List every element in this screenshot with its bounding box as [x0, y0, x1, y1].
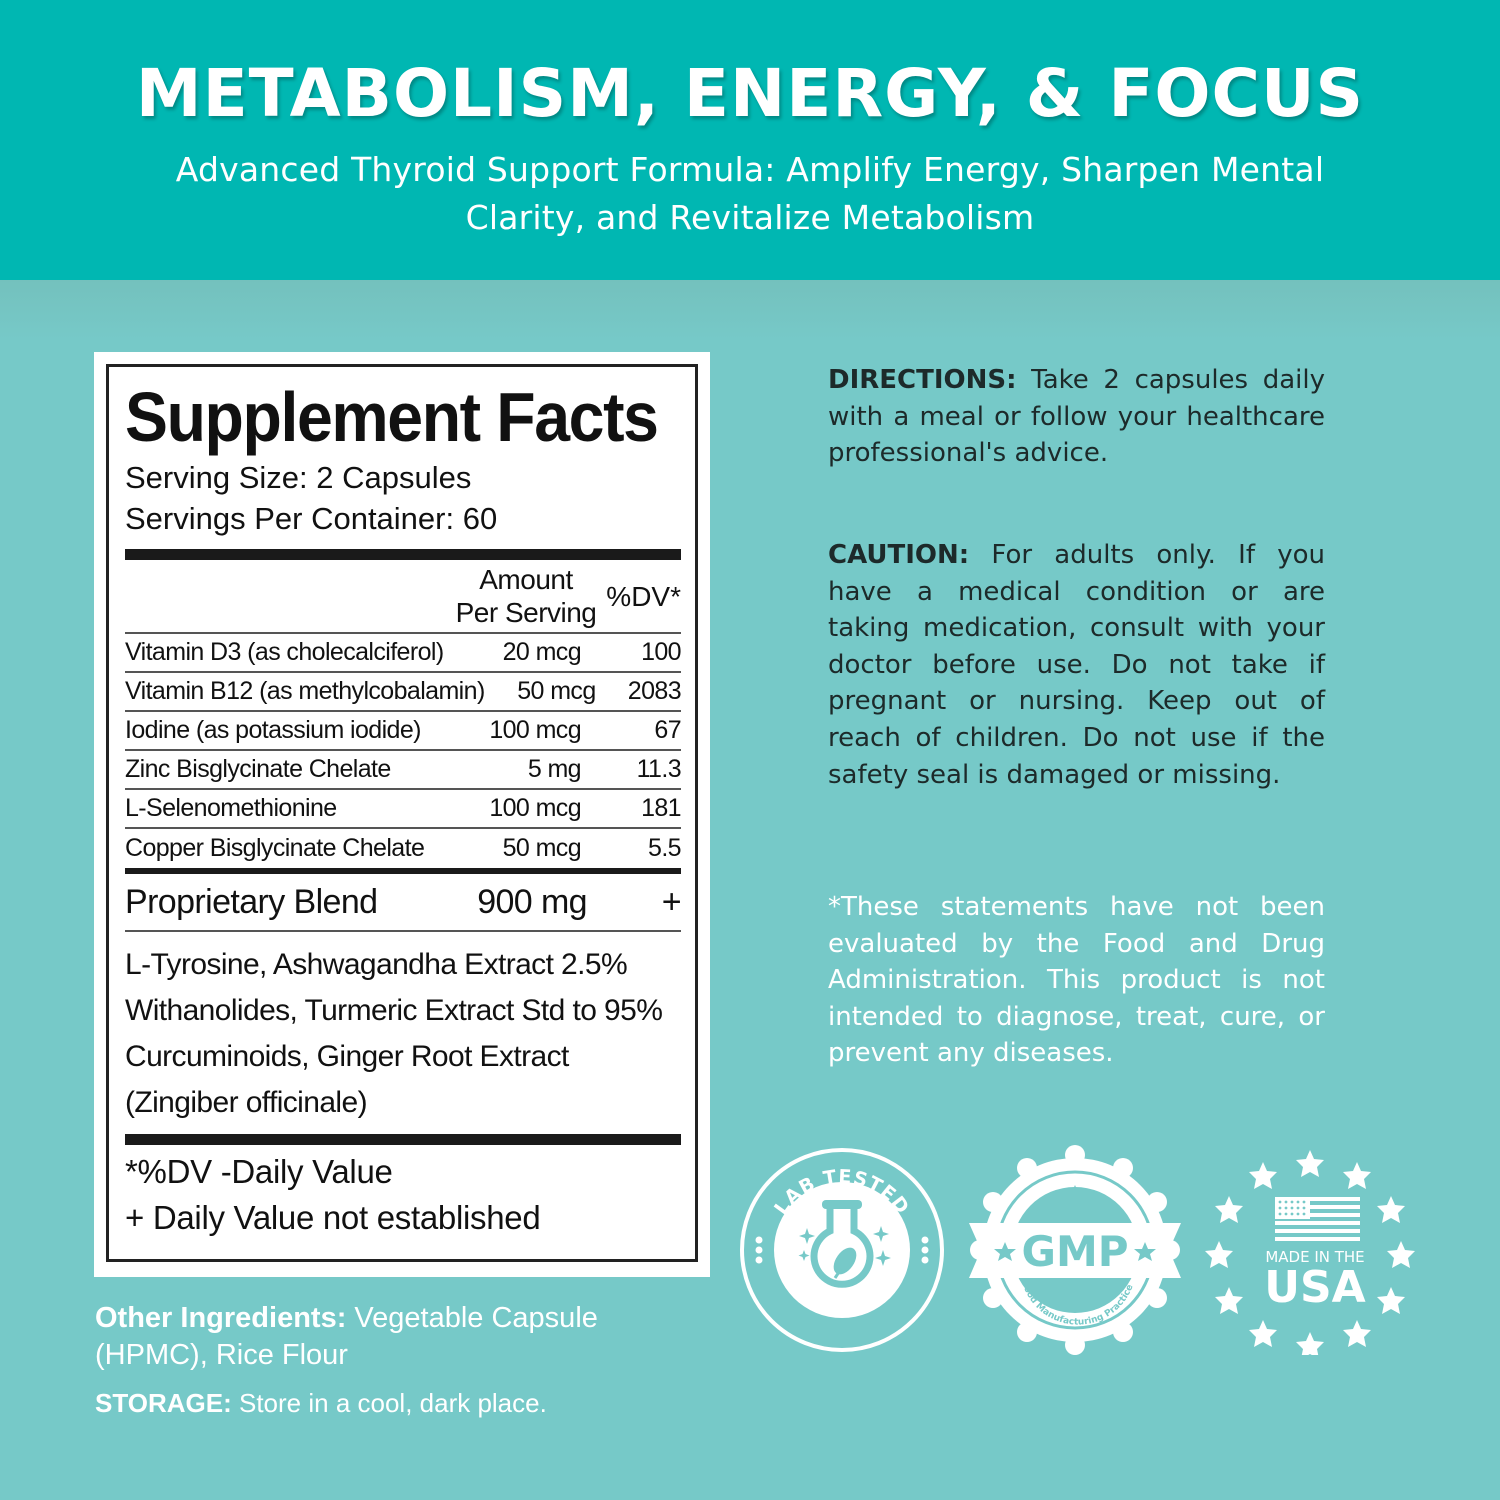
proprietary-blend-row: Proprietary Blend 900 mg +: [125, 874, 682, 932]
table-row: Vitamin D3 (as cholecalciferol) 20 mcg 1…: [125, 634, 682, 673]
footnote-dv: *%DV -Daily Value: [125, 1153, 393, 1190]
nutrient-name: Zinc Bisglycinate Chelate: [125, 755, 391, 783]
dv-header: %DV*: [606, 580, 681, 612]
servings-per-container: Servings Per Container: 60: [125, 501, 498, 536]
directions-section: DIRECTIONS: Take 2 capsules daily with a…: [828, 362, 1325, 472]
table-row: Copper Bisglycinate Chelate 50 mcg 5.5: [125, 829, 682, 868]
flask-leaf-icon: LAB TESTED LAB TESTED: [740, 1148, 944, 1352]
nutrient-dv: 2083: [627, 677, 682, 705]
supplement-facts-panel: Supplement Facts Serving Size: 2 Capsule…: [94, 352, 710, 1277]
caution-label: CAUTION:: [828, 540, 970, 570]
other-ingredients-label: Other Ingredients:: [95, 1302, 347, 1334]
nutrient-amount: 50 mcg: [502, 834, 582, 862]
lab-tested-badge: LAB TESTED LAB TESTED: [737, 1145, 947, 1355]
storage-label: STORAGE:: [95, 1388, 232, 1418]
made-in-usa-badge: MADE IN THE USA: [1205, 1145, 1415, 1359]
nutrient-amount: 50 mcg: [517, 677, 596, 705]
directions-label: DIRECTIONS:: [828, 365, 1017, 395]
nutrient-amount: 100 mcg: [489, 716, 581, 744]
storage-text: Store in a cool, dark place.: [231, 1388, 547, 1418]
column-headers: Amount Per Serving %DV*: [125, 560, 681, 634]
blend-dv: +: [661, 882, 682, 921]
nutrient-name: Copper Bisglycinate Chelate: [125, 834, 425, 862]
divider-thick: [125, 549, 681, 560]
header-shadow-band: [0, 280, 1500, 340]
blend-amount: 900 mg: [477, 882, 587, 921]
footnotes: *%DV -Daily Value + Daily Value not esta…: [125, 1145, 681, 1241]
divider-medium: [125, 868, 681, 874]
blend-name: Proprietary Blend: [125, 882, 378, 921]
nutrient-dv: 67: [654, 716, 681, 744]
nutrient-name: Iodine (as potassium iodide): [125, 716, 421, 744]
amount-header-line2: Per Serving: [455, 597, 597, 628]
header-banner: METABOLISM, ENERGY, & FOCUS Advanced Thy…: [0, 0, 1500, 280]
nutrient-dv: 181: [641, 794, 682, 822]
nutrient-dv: 11.3: [636, 755, 682, 783]
table-row: Zinc Bisglycinate Chelate 5 mg 11.3: [125, 751, 682, 790]
divider-thick: [125, 1134, 681, 1145]
nutrient-name: Vitamin D3 (as cholecalciferol): [125, 638, 444, 666]
seal-icon: GMP Good Manufacturing Practices: [961, 1138, 1181, 1355]
nutrient-dv: 5.5: [648, 834, 682, 862]
supplement-facts-label: Supplement Facts Serving Size: 2 Capsule…: [106, 364, 698, 1262]
storage-note: STORAGE: Store in a cool, dark place.: [95, 1388, 547, 1419]
nutrient-amount: 5 mg: [527, 755, 582, 783]
amount-header: Amount Per Serving: [451, 563, 601, 629]
svg-text:USA: USA: [1264, 1262, 1365, 1313]
amount-header-line1: Amount: [479, 564, 573, 595]
serving-size: Serving Size: 2 Capsules: [125, 460, 472, 495]
svg-text:MADE IN THE: MADE IN THE: [1265, 1248, 1364, 1266]
page-subtitle: Advanced Thyroid Support Formula: Amplif…: [175, 150, 1325, 237]
table-row: Iodine (as potassium iodide) 100 mcg 67: [125, 712, 682, 751]
table-row: Vitamin B12 (as methylcobalamin) 50 mcg …: [125, 673, 682, 712]
svg-text:GMP: GMP: [1021, 1227, 1128, 1276]
nutrient-name: Vitamin B12 (as methylcobalamin): [125, 677, 485, 705]
other-ingredients-text: Vegetable Capsule (HPMC), Rice Flour: [95, 1302, 598, 1371]
page-title: METABOLISM, ENERGY, & FOCUS: [135, 55, 1365, 132]
supplement-facts-title: Supplement Facts: [125, 378, 659, 456]
nutrient-name: L-Selenomethionine: [125, 794, 337, 822]
caution-text: For adults only. If you have a medical c…: [828, 540, 1325, 790]
table-row: L-Selenomethionine 100 mcg 181: [125, 790, 682, 829]
nutrient-amount: 20 mcg: [502, 638, 582, 666]
nutrient-table: Vitamin D3 (as cholecalciferol) 20 mcg 1…: [125, 634, 682, 868]
us-flag-icon: MADE IN THE USA: [1205, 1150, 1415, 1359]
gmp-badge: GMP Good Manufacturing Practices: [961, 1138, 1181, 1355]
fda-disclaimer: *These statements have not been evaluate…: [828, 892, 1325, 1069]
footnote-plus: + Daily Value not established: [125, 1199, 541, 1236]
nutrient-dv: 100: [641, 638, 682, 666]
caution-section: CAUTION: For adults only. If you have a …: [828, 537, 1325, 793]
other-ingredients: Other Ingredients: Vegetable Capsule (HP…: [95, 1300, 655, 1374]
directions-text: Take 2 capsules daily with a meal or fol…: [828, 365, 1325, 469]
blend-ingredients: L-Tyrosine, Ashwagandha Extract 2.5% Wit…: [125, 948, 663, 1119]
nutrient-amount: 100 mcg: [489, 794, 581, 822]
